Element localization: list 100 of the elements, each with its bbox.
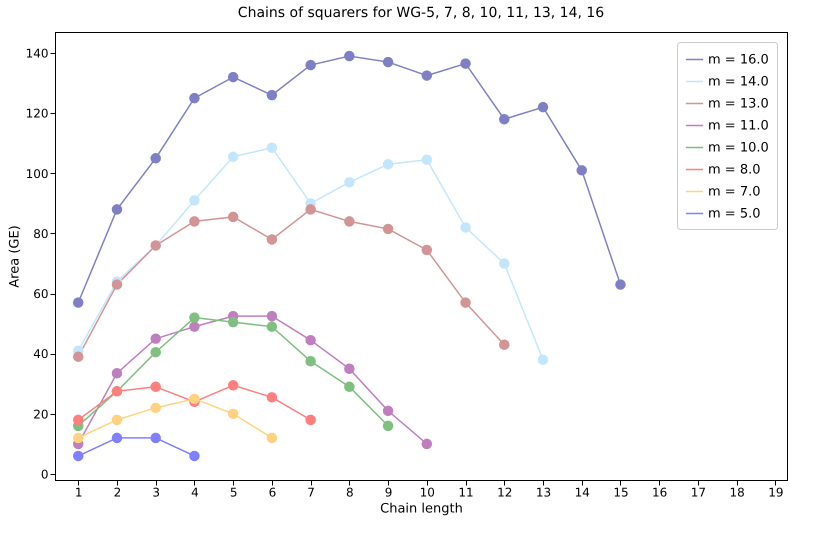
x-tick-label: 15 bbox=[613, 486, 629, 500]
x-tick-label: 19 bbox=[768, 486, 784, 500]
point bbox=[382, 406, 394, 416]
point bbox=[150, 382, 161, 392]
legend-label: m = 14.0 bbox=[708, 74, 769, 90]
x-axis-title: Chain length bbox=[380, 502, 463, 516]
point bbox=[266, 392, 278, 403]
y-tick-label: 40 bbox=[33, 347, 48, 362]
y-tick-label: 20 bbox=[33, 407, 48, 422]
y-tick-label: 100 bbox=[26, 166, 48, 181]
y-tick-label: 60 bbox=[33, 287, 48, 302]
point bbox=[305, 204, 316, 215]
y-tick-label: 120 bbox=[26, 106, 48, 121]
point bbox=[228, 408, 238, 420]
x-tick-label: 8 bbox=[346, 486, 354, 500]
point bbox=[189, 195, 200, 206]
point bbox=[112, 279, 122, 290]
x-tick-label: 17 bbox=[690, 486, 706, 500]
y-tick-label: 80 bbox=[33, 226, 48, 241]
point bbox=[189, 216, 200, 227]
point bbox=[150, 432, 161, 444]
point bbox=[499, 258, 510, 269]
point bbox=[344, 382, 355, 392]
point bbox=[189, 450, 200, 462]
x-tick-label: 14 bbox=[574, 486, 590, 500]
point bbox=[72, 297, 84, 308]
legend-label: m = 13.0 bbox=[708, 96, 769, 112]
point bbox=[460, 222, 471, 233]
point bbox=[344, 364, 355, 374]
legend-label: m = 7.0 bbox=[708, 184, 760, 200]
point bbox=[266, 432, 278, 444]
x-tick-label: 18 bbox=[730, 486, 745, 500]
point bbox=[266, 142, 278, 153]
x-tick-label: 11 bbox=[458, 486, 474, 500]
x-tick-label: 6 bbox=[268, 486, 276, 500]
point bbox=[72, 351, 84, 362]
point bbox=[72, 432, 84, 444]
point bbox=[150, 333, 161, 344]
point bbox=[189, 92, 200, 104]
point bbox=[228, 316, 238, 328]
point bbox=[422, 154, 432, 166]
point bbox=[499, 339, 510, 350]
chart-title: Chains of squarers for WG-5, 7, 8, 10, 11, 13, 14, 16 bbox=[238, 5, 604, 21]
point bbox=[266, 90, 278, 100]
point bbox=[344, 177, 355, 188]
point bbox=[72, 414, 84, 426]
point bbox=[112, 432, 122, 444]
x-tick-label: 12 bbox=[497, 486, 512, 500]
point bbox=[150, 153, 161, 164]
point bbox=[422, 244, 432, 256]
y-axis-title: Area (GE) bbox=[8, 225, 23, 288]
point bbox=[382, 56, 394, 68]
point bbox=[228, 152, 238, 162]
point bbox=[150, 346, 161, 358]
point bbox=[615, 279, 626, 290]
x-tick-label: 4 bbox=[191, 486, 199, 500]
point bbox=[382, 420, 394, 432]
point bbox=[189, 312, 200, 323]
point bbox=[112, 368, 122, 378]
legend-label: m = 8.0 bbox=[708, 162, 760, 178]
legend-label: m = 11.0 bbox=[708, 118, 769, 134]
point bbox=[460, 58, 471, 69]
x-tick-label: 1 bbox=[74, 486, 83, 500]
point bbox=[344, 50, 355, 62]
point bbox=[112, 204, 122, 215]
x-tick-label: 16 bbox=[652, 486, 668, 500]
point bbox=[266, 321, 278, 332]
point bbox=[266, 234, 278, 245]
x-tick-label: 3 bbox=[152, 486, 160, 500]
x-tick-label: 9 bbox=[384, 486, 392, 500]
point bbox=[228, 380, 238, 391]
point bbox=[305, 334, 316, 346]
point bbox=[382, 159, 394, 170]
point bbox=[150, 402, 161, 414]
point bbox=[382, 224, 394, 234]
point bbox=[228, 72, 238, 82]
point bbox=[228, 212, 238, 222]
point bbox=[576, 165, 587, 176]
point bbox=[538, 102, 548, 112]
x-tick-label: 10 bbox=[420, 486, 435, 500]
point bbox=[422, 70, 432, 81]
legend-label: m = 16.0 bbox=[708, 52, 769, 68]
point bbox=[499, 114, 510, 124]
point bbox=[72, 450, 84, 462]
y-tick-label: 0 bbox=[40, 467, 48, 482]
y-tick-label: 140 bbox=[26, 46, 48, 61]
x-tick-label: 13 bbox=[536, 486, 552, 500]
point bbox=[460, 297, 471, 308]
x-tick-label: 7 bbox=[307, 486, 315, 500]
legend-label: m = 5.0 bbox=[708, 206, 760, 222]
point bbox=[189, 394, 200, 404]
point bbox=[305, 356, 316, 366]
legend-label: m = 10.0 bbox=[708, 140, 769, 156]
x-tick-label: 5 bbox=[230, 486, 238, 500]
x-tick-label: 2 bbox=[114, 486, 122, 500]
point bbox=[189, 321, 200, 332]
point bbox=[422, 438, 432, 450]
point bbox=[538, 354, 548, 365]
point bbox=[112, 414, 122, 426]
point bbox=[344, 216, 355, 227]
